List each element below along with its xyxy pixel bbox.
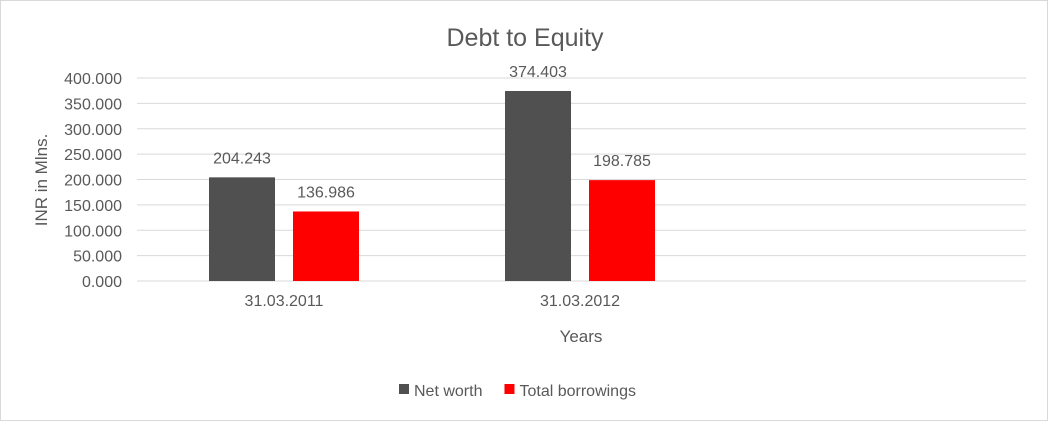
y-tick-label: 250.000 [64, 147, 122, 164]
legend-label: Total borrowings [519, 383, 636, 400]
bar-net-worth [505, 90, 571, 281]
y-tick-label: 350.000 [64, 96, 122, 113]
y-tick-label: 150.000 [64, 198, 122, 215]
legend-label: Net worth [414, 383, 482, 400]
bar-net-worth [209, 177, 275, 281]
data-label: 204.243 [213, 150, 271, 167]
x-tick-label: 31.03.2011 [245, 293, 324, 310]
y-tick-label: 100.000 [64, 223, 122, 240]
y-tick-label: 300.000 [64, 122, 122, 139]
data-label: 374.403 [509, 64, 567, 81]
data-label: 198.785 [593, 153, 651, 170]
chart-title: Debt to Equity [446, 24, 604, 52]
bar-total-borrowings [293, 211, 359, 281]
legend-swatch [504, 384, 515, 394]
data-label: 136.986 [297, 184, 355, 201]
x-tick-label: 31.03.2012 [540, 293, 620, 310]
y-tick-label: 50.000 [73, 249, 122, 266]
y-tick-label: 200.000 [64, 173, 122, 190]
y-tick-label: 0.000 [82, 274, 122, 291]
x-axis-label: Years [560, 327, 603, 346]
bar-total-borrowings [589, 180, 655, 281]
y-tick-label: 400.000 [64, 71, 122, 88]
y-axis-label: INR in Mlns. [32, 134, 51, 227]
legend-swatch [399, 384, 409, 394]
